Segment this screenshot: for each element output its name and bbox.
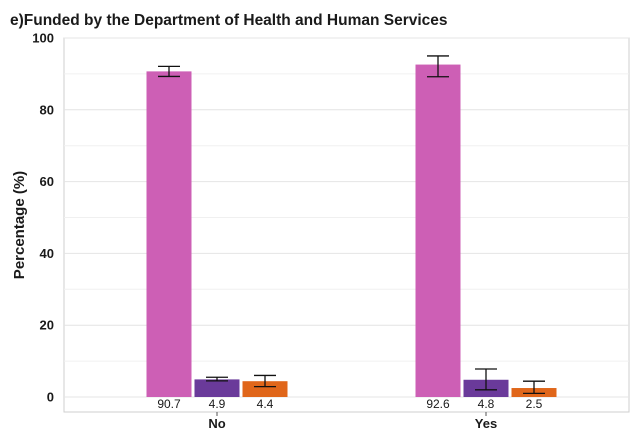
chart-title: e)Funded by the Department of Health and… xyxy=(10,12,448,29)
bar-group xyxy=(146,64,557,398)
error-bars xyxy=(158,55,545,395)
data-label: 2.5 xyxy=(526,397,543,411)
x-tick-label: No xyxy=(208,416,225,431)
y-tick-label: 20 xyxy=(40,318,54,333)
y-tick-label: 80 xyxy=(40,102,54,117)
data-label: 90.7 xyxy=(157,397,181,411)
data-label: 4.9 xyxy=(209,397,226,411)
y-tick-label: 60 xyxy=(40,174,54,189)
y-tick-label: 40 xyxy=(40,246,54,261)
y-axis-ticks: 0 20 40 60 80 100 xyxy=(32,31,54,405)
data-labels: 90.7 4.9 4.4 92.6 4.8 2.5 xyxy=(157,397,542,411)
x-axis-ticks: No Yes xyxy=(208,412,497,431)
y-tick-label: 0 xyxy=(47,390,54,405)
y-axis-label: Percentage (%) xyxy=(11,171,28,279)
x-tick-label: Yes xyxy=(475,416,497,431)
bar xyxy=(415,64,461,397)
data-label: 92.6 xyxy=(426,397,450,411)
bar xyxy=(146,71,192,398)
data-label: 4.8 xyxy=(478,397,495,411)
bar xyxy=(194,379,240,397)
data-label: 4.4 xyxy=(257,397,274,411)
y-tick-label: 100 xyxy=(32,31,54,46)
bar xyxy=(242,381,288,397)
